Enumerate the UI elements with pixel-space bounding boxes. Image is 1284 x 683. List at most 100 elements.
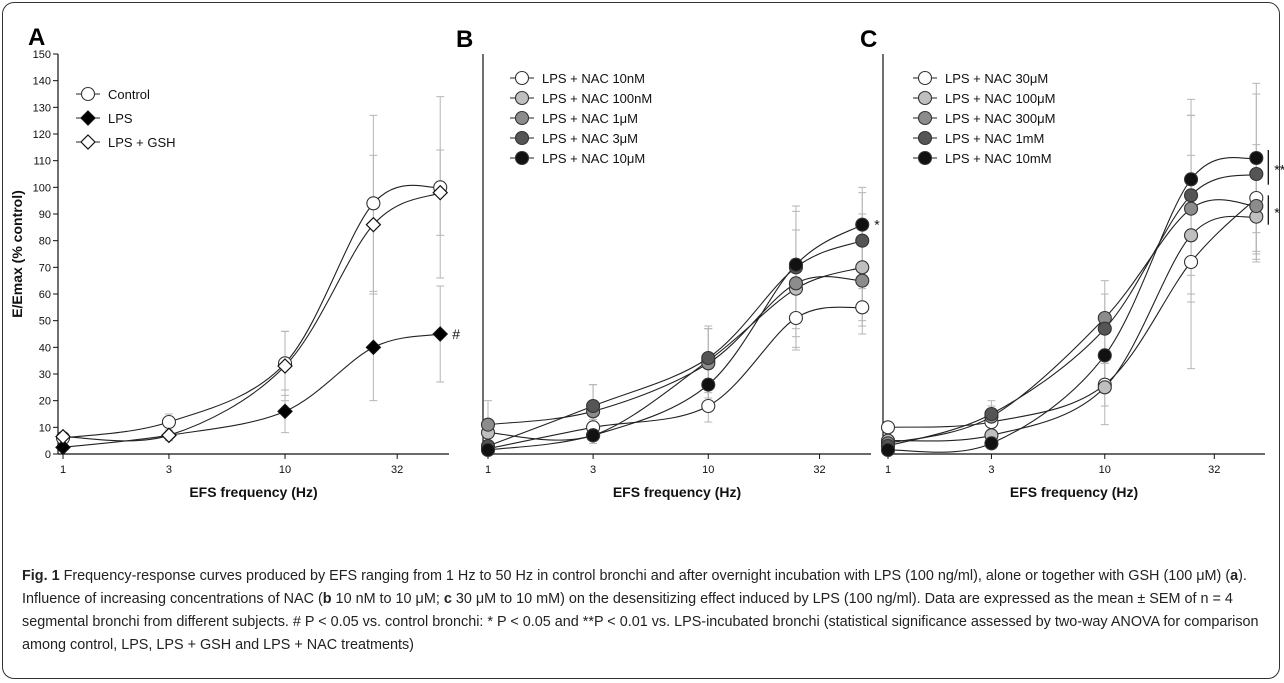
legend-label: LPS + NAC 1mM (945, 131, 1044, 146)
data-point (855, 273, 870, 288)
caption-ref-a: a (1230, 568, 1239, 584)
y-tick-label: 30 (39, 369, 51, 381)
data-point (586, 398, 601, 414)
caption-ref-b: b (322, 591, 332, 607)
caption-text-1: Frequency-response curves produced by EF… (59, 568, 1231, 584)
legend-label: LPS + NAC 10mM (945, 151, 1052, 166)
x-tick-label: 3 (590, 464, 596, 476)
data-point (277, 358, 293, 374)
data-point (365, 339, 382, 356)
data-point (1097, 348, 1112, 363)
series-curve (62, 192, 441, 442)
y-tick-label: 50 (39, 316, 51, 328)
data-point (855, 300, 870, 315)
y-tick-label: 20 (39, 396, 51, 408)
panel-letter: A (28, 24, 45, 51)
series-curve (62, 333, 441, 448)
series-curve (887, 173, 1257, 447)
y-axis-title: E/Emax (% control) (9, 190, 25, 318)
series-curve (487, 240, 863, 447)
y-tick-label: 140 (33, 76, 51, 88)
x-tick-label: 10 (1099, 464, 1111, 476)
data-point (161, 414, 176, 430)
data-point (984, 406, 999, 422)
caption-fig-label: Fig. 1 (22, 568, 60, 584)
x-tick-label: 32 (1208, 464, 1220, 476)
data-point (432, 326, 449, 342)
significance-annotation: ** (1274, 162, 1284, 178)
data-point (701, 350, 716, 366)
y-tick-label: 90 (39, 209, 51, 221)
legend-marker (80, 134, 96, 150)
legend-marker (514, 110, 530, 126)
panel-c: C 1 3 10 32 EFS frequency (Hz) LPS + NAC 30μM L… (860, 26, 1284, 500)
series-curve (487, 306, 863, 450)
data-point (1183, 201, 1199, 216)
data-point (788, 276, 803, 291)
series-curve (487, 224, 863, 451)
data-point (480, 442, 496, 458)
legend-label: LPS + NAC 1μM (542, 111, 638, 126)
legend-marker (514, 130, 530, 146)
data-point (586, 428, 601, 443)
legend-label: LPS (108, 111, 133, 126)
data-point (1183, 228, 1199, 243)
legend-label: LPS + GSH (108, 135, 176, 150)
series-curve (487, 266, 863, 441)
y-tick-label: 80 (39, 236, 51, 248)
legend-label: Control (108, 87, 150, 102)
y-tick-label: 100 (33, 182, 51, 194)
data-point (161, 427, 177, 444)
panel-letter: C (860, 26, 877, 53)
data-point (432, 184, 449, 201)
y-tick-label: 0 (45, 449, 51, 461)
x-axis-title: EFS frequency (Hz) (613, 484, 741, 500)
legend-label: LPS + NAC 3μM (542, 131, 638, 146)
significance-annotation: # (452, 326, 460, 342)
data-point (788, 257, 803, 272)
y-tick-label: 70 (39, 262, 51, 274)
y-tick-label: 60 (39, 289, 51, 301)
x-tick-label: 10 (702, 464, 714, 476)
panel-letter: B (456, 26, 473, 53)
y-tick-label: 150 (33, 49, 51, 61)
series-curve (887, 157, 1257, 453)
legend-label: LPS + NAC 30μM (945, 71, 1048, 86)
data-point (1249, 166, 1264, 182)
data-point (855, 233, 870, 248)
data-point (1097, 380, 1112, 395)
x-tick-label: 10 (279, 464, 291, 476)
caption-text-4: 30 μM to 10 mM) on the desensitizing eff… (22, 591, 1259, 653)
x-tick-label: 1 (60, 464, 66, 476)
x-tick-label: 32 (813, 464, 825, 476)
legend-label: LPS + NAC 10μM (542, 151, 645, 166)
legend-label: LPS + NAC 10nM (542, 71, 645, 86)
legend-label: LPS + NAC 300μM (945, 111, 1055, 126)
data-point (1183, 254, 1199, 270)
x-tick-label: 1 (885, 464, 891, 476)
data-point (1183, 172, 1199, 187)
legend-marker (514, 70, 530, 86)
legend-marker (917, 130, 933, 146)
x-tick-label: 3 (988, 464, 994, 476)
series-curve (887, 197, 1257, 428)
x-tick-label: 1 (485, 464, 491, 476)
caption-ref-c: c (443, 591, 452, 607)
data-point (701, 377, 716, 392)
data-point (365, 216, 382, 233)
data-point (1249, 198, 1264, 214)
legend-label: LPS + NAC 100nM (542, 91, 652, 106)
data-point (1097, 321, 1112, 336)
data-point (880, 420, 896, 435)
y-tick-label: 110 (33, 156, 51, 168)
data-point (366, 196, 381, 211)
series-curve (487, 276, 863, 426)
data-point (701, 398, 716, 414)
data-point (788, 310, 803, 326)
x-axis-title: EFS frequency (Hz) (189, 484, 317, 500)
data-point (855, 217, 870, 232)
y-tick-label: 40 (39, 342, 51, 354)
legend-label: LPS + NAC 100μM (945, 91, 1055, 106)
data-point (277, 403, 293, 420)
